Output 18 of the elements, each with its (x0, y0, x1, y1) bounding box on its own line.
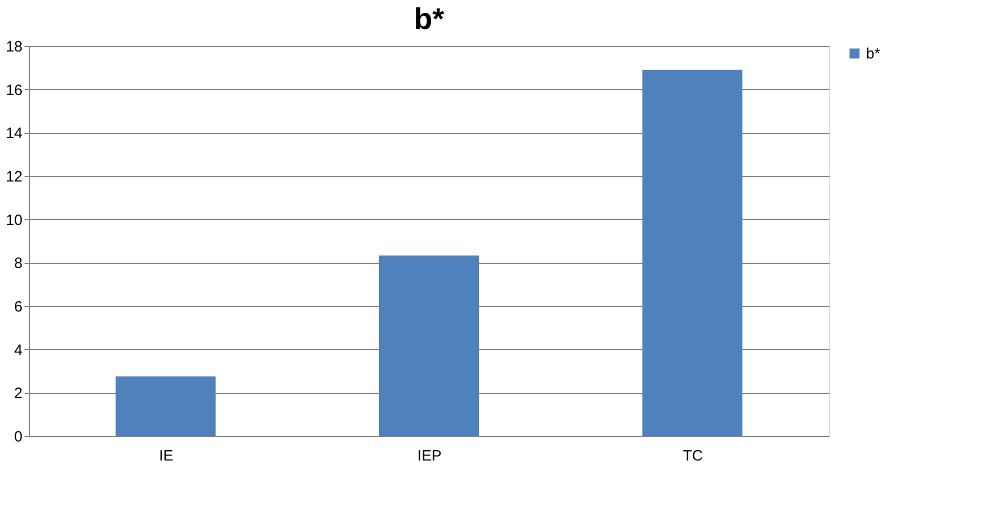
y-tick-label: 4 (14, 342, 22, 359)
y-tick-label: 10 (6, 212, 22, 229)
x-tick-label: TC (682, 448, 703, 464)
chart-title: b* (414, 3, 444, 36)
y-tick-label: 2 (14, 385, 22, 402)
y-tick-label: 12 (6, 168, 22, 186)
y-tick-label: 14 (6, 125, 22, 142)
y-tick-label: 8 (14, 255, 22, 272)
bar (116, 376, 216, 436)
x-tick-label: IEP (417, 448, 442, 464)
y-tick-label: 0 (14, 428, 22, 446)
bar (642, 70, 742, 436)
y-tick-label: 6 (14, 298, 22, 316)
y-tick-label: 18 (6, 38, 22, 56)
y-tick-label: 16 (6, 82, 22, 99)
legend-label: b* (866, 46, 880, 62)
bar (379, 256, 479, 436)
x-tick-label: IE (159, 448, 174, 464)
